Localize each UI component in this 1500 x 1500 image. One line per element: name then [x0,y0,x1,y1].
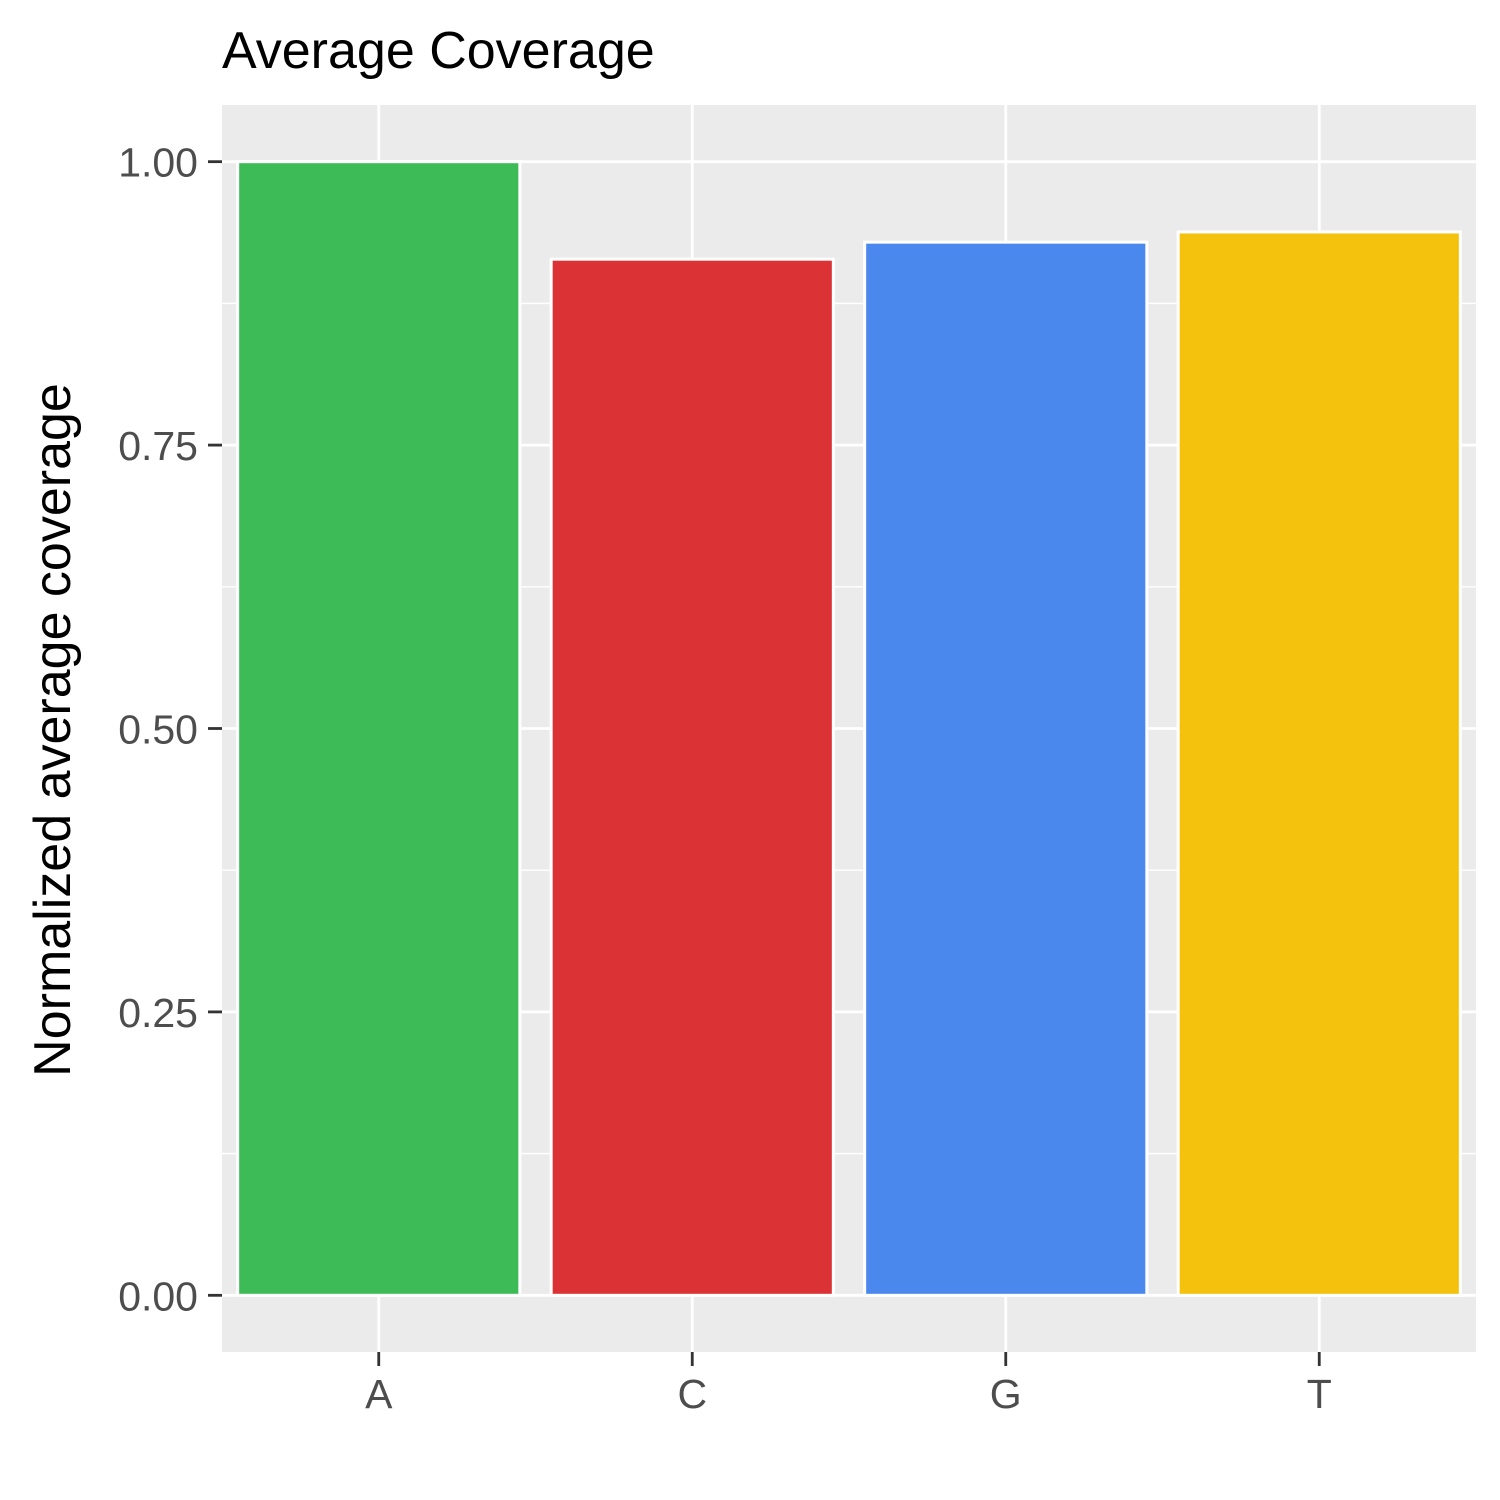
x-tick-label: A [365,1371,393,1417]
y-tick-label: 0.00 [118,1273,198,1319]
y-tick-label: 0.50 [118,707,198,753]
bar-c [549,257,835,1297]
y-axis-title: Normalized average coverage [24,383,82,1077]
bar-g [863,240,1149,1297]
bar-t [1176,230,1462,1297]
y-tick-label: 0.75 [118,423,198,469]
x-tick-label: T [1307,1371,1332,1417]
x-tick-label: C [677,1371,707,1417]
chart-title: Average Coverage [222,22,655,80]
x-tick-label: G [990,1371,1022,1417]
plot-area: 0.00 0.25 0.50 0.75 1.00 A C G T [118,105,1476,1417]
bar-a [236,160,522,1297]
y-tick-label: 0.25 [118,990,198,1036]
y-tick-label: 1.00 [118,140,198,186]
